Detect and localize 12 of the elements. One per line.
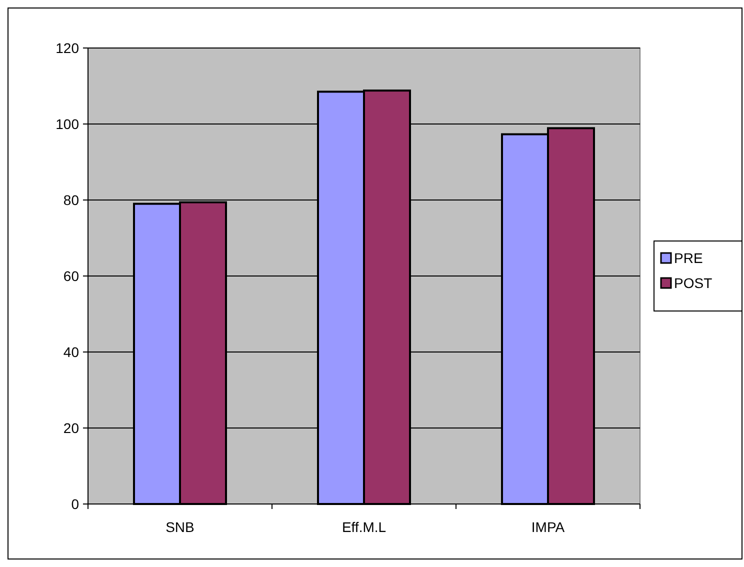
y-tick-label: 120	[56, 40, 80, 56]
x-tick-label: SNB	[166, 519, 194, 535]
y-tick-label: 80	[63, 192, 80, 208]
y-tick-label: 0	[71, 496, 80, 512]
y-tick-label: 60	[63, 268, 80, 284]
x-tick-label: IMPA	[531, 519, 566, 535]
y-tick-label: 100	[56, 116, 80, 132]
legend-label: PRE	[674, 250, 703, 266]
x-tick-label: Eff.M.L	[342, 519, 386, 535]
y-tick-label: 40	[63, 344, 80, 360]
legend-label: POST	[674, 274, 713, 291]
y-tick-label: 20	[63, 420, 80, 436]
